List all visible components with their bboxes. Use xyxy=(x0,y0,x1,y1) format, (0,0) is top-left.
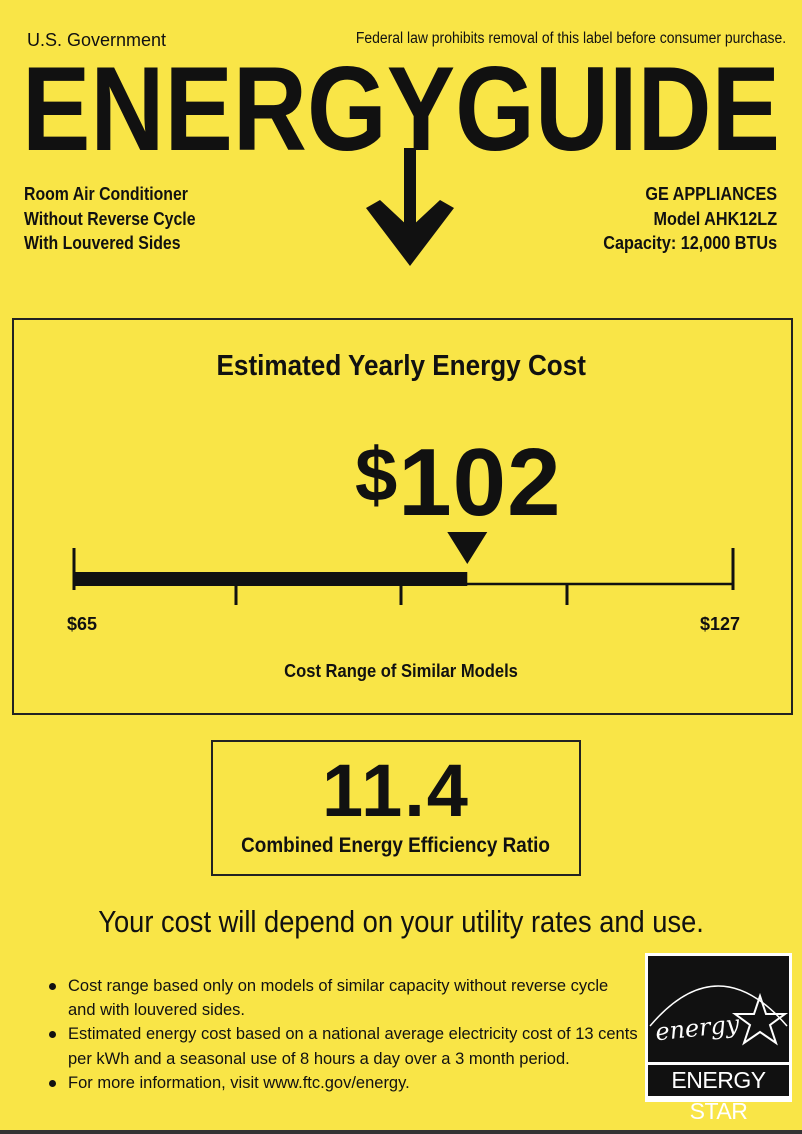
cost-amount: 102 xyxy=(398,429,562,536)
yearly-cost-value: $102 xyxy=(355,428,561,538)
product-description: Room Air Conditioner Without Reverse Cyc… xyxy=(24,182,219,256)
efficiency-label: Combined Energy Efficiency Ratio xyxy=(211,834,581,858)
yearly-cost-box xyxy=(12,318,793,715)
product-cycle: Without Reverse Cycle xyxy=(24,208,196,229)
energyguide-logo: ENERGYGUIDE xyxy=(22,58,780,266)
yearly-cost-title: Estimated Yearly Energy Cost xyxy=(0,350,802,383)
cost-fill-bar xyxy=(74,572,468,586)
energy-star-script: energy xyxy=(654,1010,741,1047)
energy-star-logo: energy ENERGY STAR xyxy=(645,953,792,1124)
range-caption-text: Cost Range of Similar Models xyxy=(284,661,518,681)
energy-star-emblem: energy xyxy=(648,956,789,1062)
note-item: Cost range based only on models of simil… xyxy=(48,974,638,1022)
energyguide-logo-text: ENERGYGUIDE xyxy=(22,58,780,176)
range-caption: Cost Range of Similar Models xyxy=(0,661,802,682)
note-item: For more information, visit www.ftc.gov/… xyxy=(48,1071,638,1095)
product-sides: With Louvered Sides xyxy=(24,233,181,253)
arrow-down-icon xyxy=(366,148,454,266)
efficiency-label-text: Combined Energy Efficiency Ratio xyxy=(241,834,551,857)
disclaimer-text: Your cost will depend on your utility ra… xyxy=(98,904,704,939)
energy-star-label: ENERGY STAR xyxy=(648,1065,789,1124)
range-min-label: $65 xyxy=(67,614,98,634)
us-government-label: U.S. Government xyxy=(27,30,167,50)
product-type: Room Air Conditioner xyxy=(24,184,188,204)
model-number: Model AHK12LZ xyxy=(653,208,777,229)
brand: GE APPLIANCES xyxy=(645,184,777,204)
note-item: Estimated energy cost based on a nationa… xyxy=(48,1022,638,1070)
yearly-cost-title-text: Estimated Yearly Energy Cost xyxy=(216,350,586,382)
capacity: Capacity: 12,000 BTUs xyxy=(603,233,777,253)
disclaimer: Your cost will depend on your utility ra… xyxy=(0,904,802,940)
manufacturer-info: GE APPLIANCES Model AHK12LZ Capacity: 12… xyxy=(603,182,777,256)
bottom-border xyxy=(0,1130,802,1134)
federal-law-notice: Federal law prohibits removal of this la… xyxy=(355,30,786,47)
efficiency-value: 11.4 xyxy=(322,749,470,832)
cost-marker-triangle-icon xyxy=(447,532,488,564)
notes-list: Cost range based only on models of simil… xyxy=(48,974,638,1095)
range-max-label: $127 xyxy=(699,614,740,634)
cost-range-scale xyxy=(72,532,735,605)
energy-star-icon: energy xyxy=(649,985,789,1047)
efficiency-box xyxy=(211,740,581,876)
currency-symbol: $ xyxy=(355,433,399,518)
